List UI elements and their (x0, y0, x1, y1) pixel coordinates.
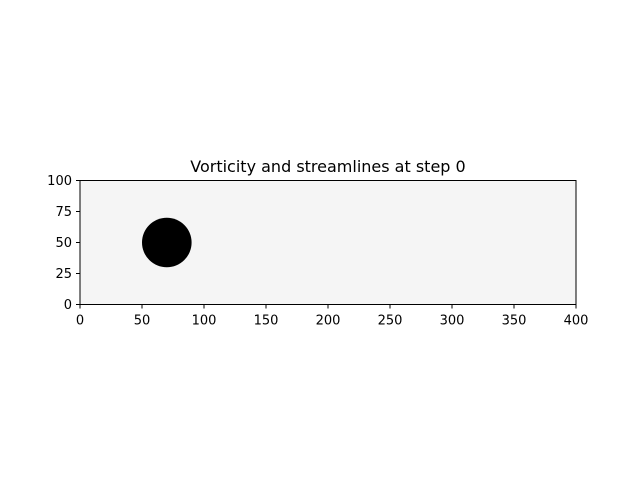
x-tick-label: 150 (254, 314, 279, 329)
y-tick-label: 0 (64, 298, 72, 313)
y-tick-label: 75 (55, 205, 72, 220)
x-tick-label: 200 (316, 314, 341, 329)
x-tick-label: 250 (378, 314, 403, 329)
x-tick-label: 0 (76, 314, 84, 329)
y-axis: 0 25 50 75 100 (47, 174, 80, 313)
x-axis: 0 50 100 150 200 250 300 350 400 (76, 304, 589, 329)
x-tick-label: 100 (192, 314, 217, 329)
chart-title: Vorticity and streamlines at step 0 (190, 157, 465, 176)
obstacle-circle (142, 217, 192, 268)
x-tick-label: 400 (564, 314, 589, 329)
y-tick-label: 25 (55, 267, 72, 282)
chart-marks (142, 217, 192, 268)
y-tick-label: 50 (55, 236, 72, 251)
y-tick-label: 100 (47, 174, 72, 189)
x-tick-label: 300 (440, 314, 465, 329)
x-tick-label: 50 (134, 314, 151, 329)
x-tick-label: 350 (502, 314, 527, 329)
